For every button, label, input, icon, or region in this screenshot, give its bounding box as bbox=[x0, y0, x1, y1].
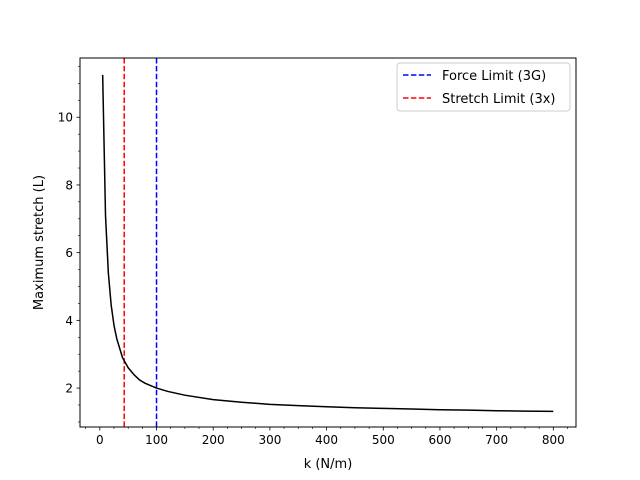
x-tick-label: 700 bbox=[485, 433, 508, 447]
y-tick-label: 10 bbox=[58, 111, 73, 125]
legend-label-stretch-limit: Stretch Limit (3x) bbox=[442, 92, 556, 107]
series-layer bbox=[101, 74, 554, 413]
x-tick-label: 800 bbox=[542, 433, 565, 447]
y-axis-label: Maximum stretch (L) bbox=[32, 175, 47, 310]
x-axis: 0 100 200 300 400 500 600 700 800 bbox=[85, 427, 568, 447]
x-tick-label: 300 bbox=[258, 433, 281, 447]
x-tick-label: 600 bbox=[429, 433, 452, 447]
x-tick-label: 0 bbox=[96, 433, 104, 447]
x-tick-label: 400 bbox=[315, 433, 338, 447]
y-tick-label: 6 bbox=[65, 246, 73, 260]
plot-frame bbox=[79, 57, 577, 428]
legend: Force Limit (3G) Stretch Limit (3x) bbox=[396, 62, 571, 112]
series-line-0 bbox=[101, 74, 554, 413]
legend-label-force-limit: Force Limit (3G) bbox=[442, 69, 546, 84]
y-axis: 2 4 6 8 10 bbox=[58, 66, 80, 423]
y-tick-label: 8 bbox=[65, 178, 73, 192]
plot-area bbox=[80, 58, 576, 427]
x-axis-label: k (N/m) bbox=[304, 457, 353, 472]
x-tick-label: 100 bbox=[145, 433, 168, 447]
y-tick-label: 4 bbox=[65, 314, 73, 328]
reference-lines bbox=[123, 58, 158, 427]
legend-box bbox=[396, 62, 571, 112]
x-tick-label: 200 bbox=[202, 433, 225, 447]
y-tick-label: 2 bbox=[65, 382, 73, 396]
x-tick-label: 500 bbox=[372, 433, 395, 447]
